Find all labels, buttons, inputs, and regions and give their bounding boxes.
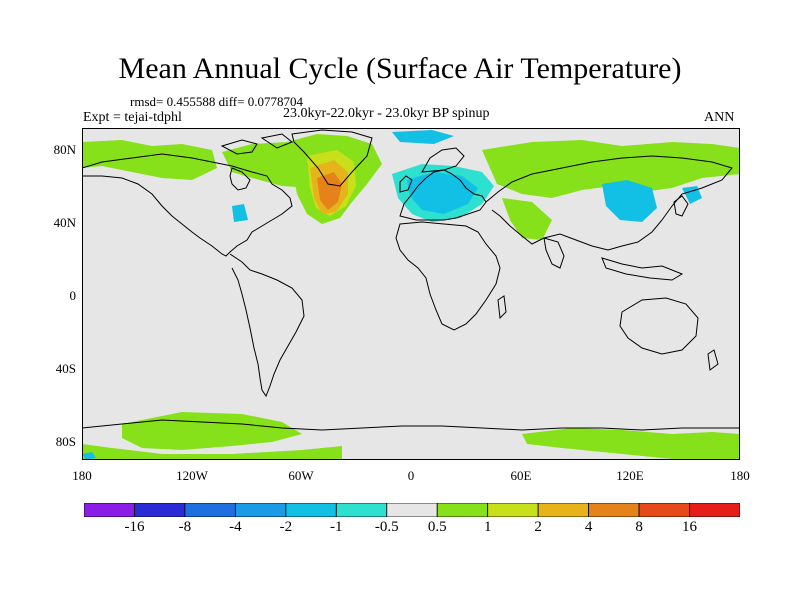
coastline-japan (673, 195, 689, 217)
warm-anomaly-antarctica-south (82, 444, 342, 460)
coastline-europe (399, 169, 487, 221)
lat-tick-label: 0 (69, 288, 77, 303)
cool-anomaly-arctic (392, 130, 454, 144)
coastline-scandinavia (421, 147, 465, 173)
lat-tick-label: 40S (55, 361, 76, 376)
coastline-australia (619, 297, 699, 355)
lon-tick-label: 60W (288, 468, 314, 483)
map-frame (82, 128, 740, 460)
colorbar-cell (285, 503, 337, 517)
stats-text: rmsd= 0.455588 diff= 0.0778704 (130, 94, 303, 109)
lon-tick-label: 120E (616, 468, 644, 483)
cool-anomaly-east-asia (602, 180, 657, 222)
cool-anomaly-antarctic-spot (82, 452, 96, 460)
colorbar-cell (84, 503, 135, 517)
warm-anomaly-antarctica-east (522, 428, 740, 460)
colorbar-cell (134, 503, 186, 517)
figure-title: Mean Annual Cycle (Surface Air Temperatu… (118, 52, 682, 85)
lon-tick-label: 0 (407, 468, 415, 483)
coastline-new-zealand (707, 349, 719, 371)
colorbar-cell (638, 503, 690, 517)
colorbar-cell (689, 503, 740, 517)
cool-anomaly-europe-core (407, 172, 478, 214)
colorbar-cell (588, 503, 640, 517)
experiment-text: Expt = tejai-tdphl (83, 110, 182, 125)
colorbar-cell (234, 503, 287, 517)
coastlines (82, 129, 740, 431)
coastline-south-america (229, 253, 305, 398)
coastline-southeast-asia (601, 257, 684, 281)
colorbar-cell (184, 503, 236, 517)
coastline-madagascar (497, 295, 507, 320)
lat-tick-label: 80S (55, 434, 76, 449)
colorbar-cell (537, 503, 590, 517)
warm-anomaly-antarctica-west (122, 412, 302, 450)
cool-anomaly-pacific-nw (682, 186, 702, 204)
season-label: ANN (704, 110, 735, 125)
lat-tick-label: 80N (53, 142, 76, 157)
coastline-africa (395, 221, 501, 331)
coastline-hudson-bay (229, 167, 251, 191)
lon-tick-label: 180 (730, 468, 750, 483)
warm-anomaly-siberia (482, 140, 740, 198)
warm-anomaly-alaska (82, 140, 217, 180)
colorbar-cell (436, 503, 489, 517)
coastline-arctic-islands (220, 133, 293, 155)
colorbar-tick-label: 1 (483, 519, 492, 535)
colorbar-tick-label: -1 (330, 519, 343, 535)
coastline-british-isles (399, 175, 413, 193)
coastline-asia (485, 155, 733, 251)
colorbar-tick-label: 4 (584, 519, 593, 535)
colorbar-tick-label: 8 (635, 519, 643, 535)
colorbar-tick-label: -2 (279, 519, 293, 535)
colorbar-tick-label: 16 (682, 519, 698, 535)
colorbar-tick-label: 2 (534, 519, 542, 535)
warm-anomaly-asia-south (502, 198, 552, 240)
coastline-north-america (82, 153, 293, 257)
colorbar-cell (335, 503, 388, 517)
colorbar (84, 503, 740, 517)
colorbar-tick-label: -16 (124, 519, 145, 535)
colorbar-tick-label: -8 (178, 519, 192, 535)
world-map (82, 128, 740, 460)
lon-tick-label: 120W (176, 468, 208, 483)
anomaly-fields (82, 130, 740, 460)
warm-anomaly-labrador-hot (317, 172, 342, 210)
coastline-greenland (291, 129, 373, 187)
coastline-antarctica (82, 419, 740, 431)
colorbar-tick-label: -4 (229, 519, 242, 535)
subtitle-text: 23.0kyr-22.0kyr - 23.0kyr BP spinup (283, 106, 490, 121)
lon-tick-label: 180 (72, 468, 92, 483)
colorbar-tick-label: -0.5 (374, 519, 399, 535)
coastline-india (543, 237, 565, 269)
colorbar-tick-label: 0.5 (427, 519, 447, 535)
lon-tick-label: 60E (510, 468, 532, 483)
colorbar-cell (386, 503, 438, 517)
lat-tick-label: 40N (53, 215, 76, 230)
cool-anomaly-na-east (232, 204, 248, 222)
colorbar-cell (487, 503, 539, 517)
